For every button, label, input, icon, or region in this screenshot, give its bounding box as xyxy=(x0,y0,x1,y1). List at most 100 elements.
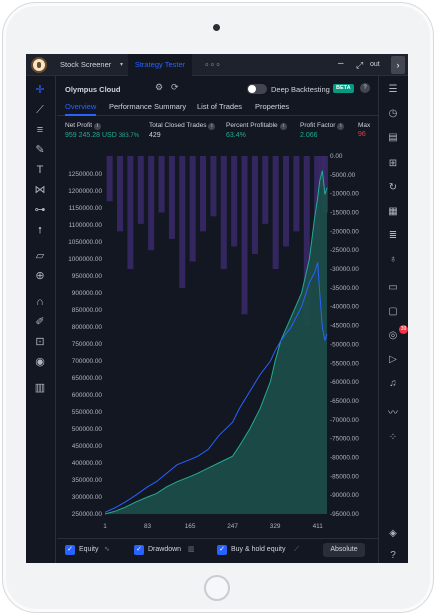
lock-drawing-icon[interactable]: ✐ xyxy=(35,316,45,328)
tab-strategy-tester[interactable]: Strategy Tester xyxy=(128,54,192,76)
more-icon[interactable]: ∘∘∘ xyxy=(204,59,221,69)
absolute-button[interactable]: Absolute xyxy=(323,543,365,557)
lock-icon[interactable]: ⊡ xyxy=(35,336,45,348)
strategy-name[interactable]: Olympus Cloud xyxy=(65,85,121,94)
camera-icon xyxy=(213,24,220,31)
info-icon[interactable]: i xyxy=(94,123,102,130)
right-axis-tick-label: -50000.00 xyxy=(330,341,359,348)
right-axis-tick-label: -40000.00 xyxy=(330,304,359,311)
left-axis-tick-label: 350000.00 xyxy=(72,477,103,484)
metric-percent: 383.7% xyxy=(118,133,140,139)
trend-line-icon[interactable]: ⟋ xyxy=(36,104,44,116)
tab-overview[interactable]: Overview xyxy=(65,100,97,116)
buy-hold-checkbox[interactable]: ✓ xyxy=(217,545,227,555)
trend-icon[interactable]: 〰 xyxy=(388,408,398,419)
watchlist-icon[interactable]: ☰ xyxy=(388,84,398,95)
zoom-icon[interactable]: ⊕ xyxy=(35,270,45,282)
app-screen: Stock Screener ▾ Strategy Tester ∘∘∘ – ⤢… xyxy=(26,54,408,563)
alarm-icon[interactable]: ◷ xyxy=(388,108,398,119)
help-icon[interactable]: ? xyxy=(390,550,396,561)
tab-stock-screener[interactable]: Stock Screener xyxy=(60,60,112,69)
brush-icon[interactable]: ✎ xyxy=(35,144,45,156)
info-icon[interactable]: i xyxy=(337,123,345,130)
strategy-tester-panel: Olympus Cloud ⚙ ⟳ Deep Backtesting BETA … xyxy=(57,76,378,563)
ruler-icon[interactable]: ▱ xyxy=(35,250,45,262)
right-axis-tick-label: -70000.00 xyxy=(330,417,359,424)
metric-value: 96 xyxy=(358,131,366,138)
metric-value: 429 xyxy=(149,132,161,139)
left-axis-tick-label: 1000000.00 xyxy=(68,256,102,263)
comment-icon[interactable]: ▢ xyxy=(388,306,398,317)
right-axis-tick-label: -25000.00 xyxy=(330,247,359,254)
gear-icon[interactable]: ⚙ xyxy=(155,82,164,92)
left-toolbar: ✛ ⟋ ≡ ✎ T ⋈ ⊶ ↑ ▱ ⊕ ∩ ✐ ⊡ ◉ ▥ xyxy=(26,76,56,563)
forecast-icon[interactable]: ⊶ xyxy=(34,204,46,216)
home-button[interactable] xyxy=(204,575,230,601)
tab-list-of-trades[interactable]: List of Trades xyxy=(197,102,243,111)
add-list-icon[interactable]: ⊞ xyxy=(388,158,398,169)
info-icon[interactable]: i xyxy=(279,123,287,130)
news-icon[interactable]: ▤ xyxy=(388,132,398,143)
drawdown-bar xyxy=(179,156,186,288)
equity-checkbox[interactable]: ✓ xyxy=(65,545,75,555)
user-avatar[interactable] xyxy=(31,57,47,73)
layers-icon[interactable]: ◈ xyxy=(389,528,397,539)
trash-icon[interactable]: ▥ xyxy=(34,382,46,394)
chevron-right-icon[interactable]: › xyxy=(391,56,405,74)
pattern-icon[interactable]: ⋈ xyxy=(34,184,46,196)
left-axis-tick-label: 1050000.00 xyxy=(68,239,102,246)
drawdown-bar xyxy=(293,156,300,232)
help-icon[interactable]: ? xyxy=(360,83,370,93)
chevron-down-icon[interactable]: ▾ xyxy=(120,62,124,68)
bulb-icon[interactable]: ♁ xyxy=(389,254,397,265)
right-axis-tick-label: -60000.00 xyxy=(330,379,359,386)
minimize-icon[interactable]: – xyxy=(338,58,344,69)
metric-total-closed-trades: Total Closed Trades i 429 xyxy=(149,122,216,139)
panel-tabs: Overview Performance Summary List of Tra… xyxy=(57,100,378,116)
right-axis-tick-label: -80000.00 xyxy=(330,454,359,461)
left-axis-tick-label: 600000.00 xyxy=(72,392,103,399)
list-icon[interactable]: ≣ xyxy=(388,230,398,241)
chat-icon[interactable]: ▭ xyxy=(388,282,398,293)
metric-label: Profit Factor xyxy=(300,122,336,129)
drawdown-bar xyxy=(303,156,310,326)
drawdown-label: Drawdown xyxy=(148,546,182,553)
crosshair-icon[interactable]: ✛ xyxy=(35,84,45,96)
calendar-grid-icon[interactable]: ▦ xyxy=(388,206,398,217)
equity-chart[interactable]: 1250000.00 1200000.00 1150000.00 1100000.00… xyxy=(57,148,378,532)
drawdown-bar xyxy=(168,156,175,239)
reload-icon[interactable]: ⟳ xyxy=(171,82,179,92)
expand-icon[interactable]: ⤢ xyxy=(356,60,364,70)
drawdown-bar xyxy=(127,156,134,270)
cluster-icon[interactable]: ⁘ xyxy=(388,432,398,443)
left-axis-tick-label: 300000.00 xyxy=(72,494,103,501)
bell-icon[interactable]: ♫ xyxy=(389,378,397,389)
drawdown-bar xyxy=(148,156,155,251)
tab-properties[interactable]: Properties xyxy=(255,102,290,111)
tab-performance-summary[interactable]: Performance Summary xyxy=(109,102,187,111)
fib-icon[interactable]: ≡ xyxy=(36,124,44,136)
layout-label[interactable]: out xyxy=(370,61,380,68)
right-axis-tick-label: -35000.00 xyxy=(330,285,359,292)
drawdown-bar xyxy=(272,156,279,270)
drawdown-checkbox[interactable]: ✓ xyxy=(134,545,144,555)
eye-icon[interactable]: ◉ xyxy=(35,356,45,368)
left-axis-tick-label: 1150000.00 xyxy=(69,205,103,212)
info-icon[interactable]: i xyxy=(208,123,216,130)
drawdown-bar xyxy=(241,156,248,315)
equity-line-icon: ∿ xyxy=(104,546,110,553)
metric-percent-profitable: Percent Profitable i 63.4% xyxy=(226,122,287,139)
podcast-icon[interactable]: ◎ 39 xyxy=(388,325,408,341)
metric-net-profit: Net Profit i 959 245.28 USD 383.7% xyxy=(65,122,139,139)
left-axis-tick-label: 1250000.00 xyxy=(68,171,102,178)
text-icon[interactable]: T xyxy=(36,164,44,176)
chart-legend-bar: ✓ Equity ∿ ✓ Drawdown ▥ ✓ Buy & hold equ… xyxy=(57,538,378,560)
refresh-icon[interactable]: ↻ xyxy=(388,182,398,193)
drawdown-bar xyxy=(321,156,328,213)
deep-backtesting-toggle[interactable] xyxy=(247,84,267,94)
magnet-icon[interactable]: ∩ xyxy=(36,296,44,308)
arrow-up-icon[interactable]: ↑ xyxy=(37,224,43,236)
left-axis-tick-label: 800000.00 xyxy=(72,324,103,331)
play-icon[interactable]: ▷ xyxy=(389,354,397,365)
equity-chart-svg: 1250000.00 1200000.00 1150000.00 1100000.00… xyxy=(68,153,359,530)
